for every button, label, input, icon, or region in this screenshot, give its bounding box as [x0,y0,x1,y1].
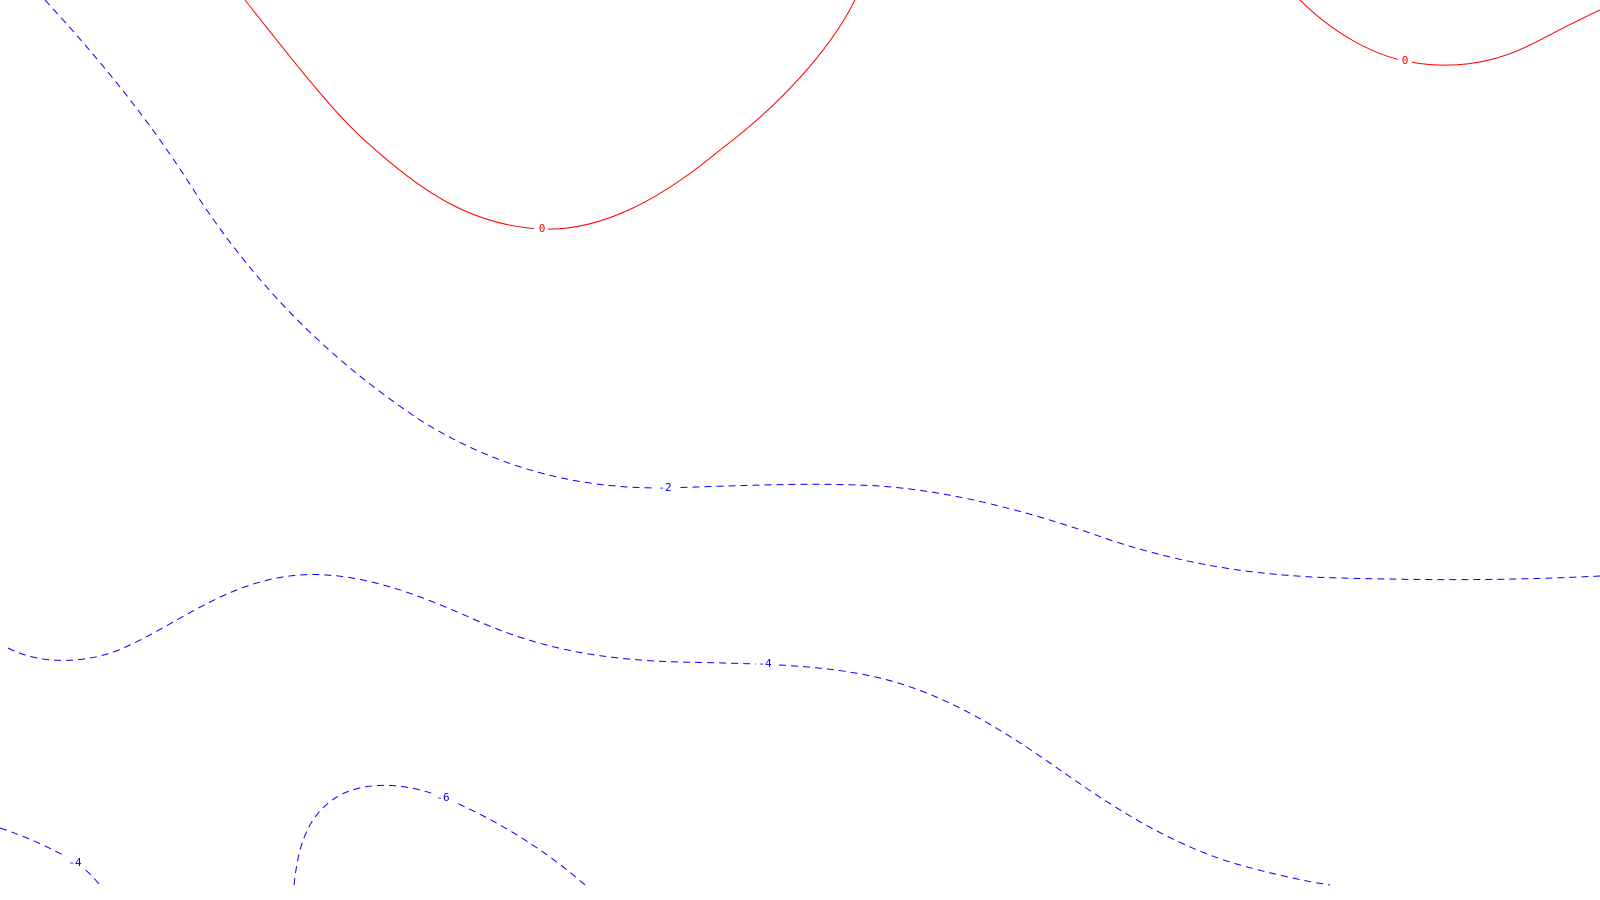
contour-minus-two: -2 [44,0,1600,581]
contour-line-minus-six [293,784,586,886]
contour-label-zero-east: 0 [1402,54,1409,67]
contour-label-minus-six: -6 [436,791,449,804]
contour-minus-four-upper: -4 [7,574,1331,886]
contour-minus-six: -6 [293,784,586,886]
contour-line-minus-four-lower [0,827,101,886]
contour-label-minus-two: -2 [658,481,671,494]
contour-minus-four-lower: -4 [0,827,101,886]
contour-line-zero-west [244,0,856,230]
contour-zero-west: 0 [244,0,856,235]
contour-label-minus-four-upper: -4 [758,657,772,670]
contour-line-minus-two [44,0,1600,581]
contour-zero-east: 0 [1299,0,1600,68]
contour-label-zero-west: 0 [539,222,546,235]
contour-line-minus-four-upper [7,574,1331,886]
contour-label-minus-four-lower: -4 [68,856,82,869]
contour-line-zero-east [1299,0,1600,66]
